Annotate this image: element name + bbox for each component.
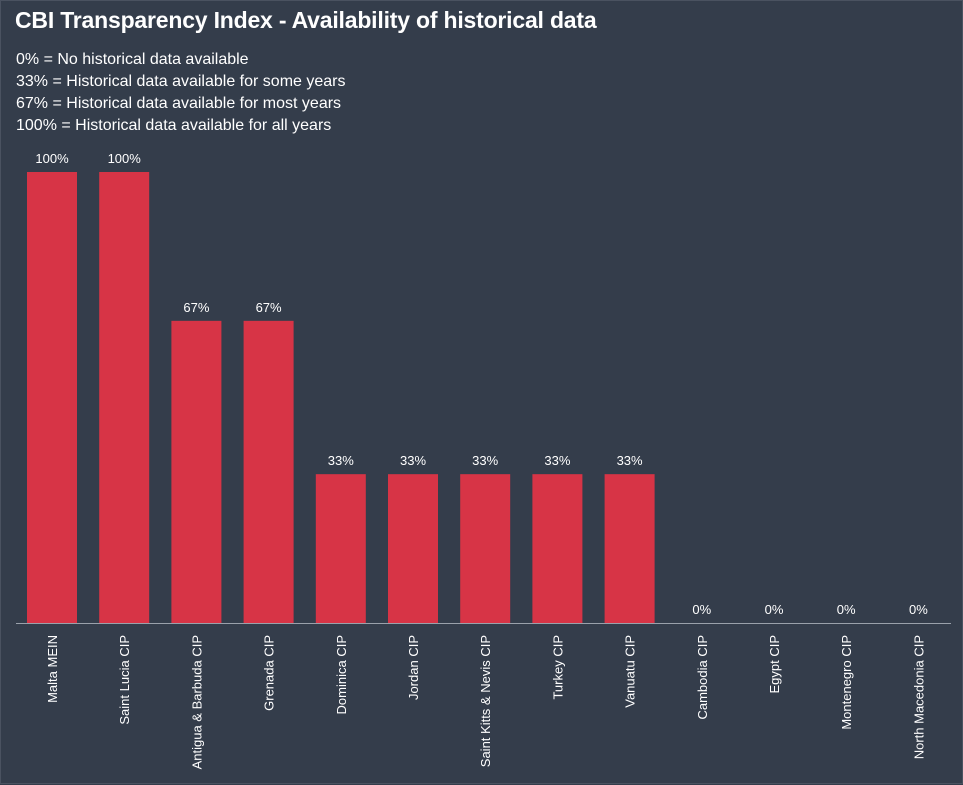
x-tick-label: Montenegro CIP xyxy=(839,635,854,730)
data-label: 0% xyxy=(909,602,928,617)
data-label: 0% xyxy=(837,602,856,617)
legend-notes: 0% = No historical data available 33% = … xyxy=(16,49,346,137)
legend-line-100: 100% = Historical data available for all… xyxy=(16,117,332,134)
x-tick-label: Vanuatu CIP xyxy=(623,635,638,708)
x-tick-label: Jordan CIP xyxy=(406,635,421,700)
data-label: 100% xyxy=(108,151,142,166)
data-label: 33% xyxy=(328,453,354,468)
data-label: 100% xyxy=(35,151,69,166)
data-label: 33% xyxy=(617,453,643,468)
x-tick-label: Saint Lucia CIP xyxy=(117,635,132,725)
legend-line-0: 0% = No historical data available xyxy=(16,51,249,68)
x-tick-label: Cambodia CIP xyxy=(695,635,710,720)
data-label: 67% xyxy=(256,300,282,315)
bar xyxy=(604,474,655,623)
chart-title: CBI Transparency Index - Availability of… xyxy=(15,7,597,33)
x-tick-label: Malta MEIN xyxy=(45,635,60,703)
x-tick-label: Saint Kitts & Nevis CIP xyxy=(478,635,493,767)
x-tick-label: Dominica CIP xyxy=(334,635,349,714)
data-label: 0% xyxy=(765,602,784,617)
bar xyxy=(460,474,511,623)
bar xyxy=(99,172,150,623)
legend-line-67: 67% = Historical data available for most… xyxy=(16,95,342,112)
data-label: 33% xyxy=(472,453,498,468)
bar xyxy=(171,320,222,623)
bar xyxy=(388,474,438,623)
legend-line-33: 33% = Historical data available for some… xyxy=(16,73,346,90)
x-tick-label: Turkey CIP xyxy=(550,635,565,700)
x-tick-label: North Macedonia CIP xyxy=(911,635,926,759)
bar xyxy=(315,474,366,623)
data-label: 33% xyxy=(544,453,570,468)
data-label: 33% xyxy=(400,453,426,468)
x-tick-label: Grenada CIP xyxy=(262,635,277,711)
x-tick-label: Egypt CIP xyxy=(767,635,782,694)
bar xyxy=(243,320,294,623)
x-tick-label: Antigua & Barbuda CIP xyxy=(189,635,204,769)
data-label: 67% xyxy=(183,300,209,315)
bar xyxy=(532,474,583,623)
data-label: 0% xyxy=(692,602,711,617)
bar xyxy=(27,172,77,623)
